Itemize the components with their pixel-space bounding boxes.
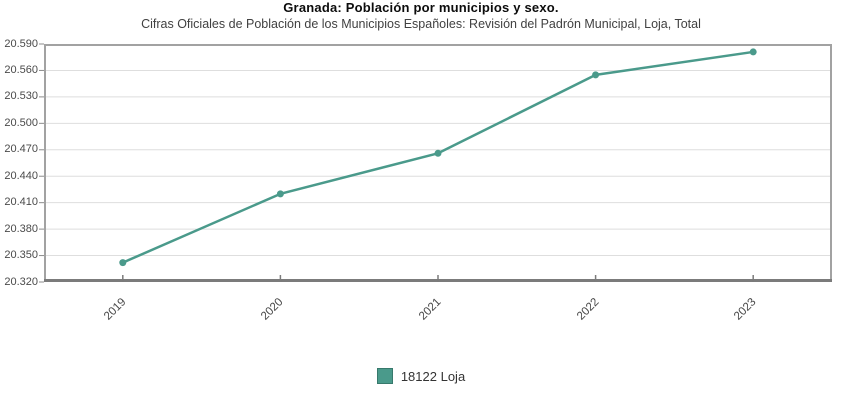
legend-swatch — [376, 368, 393, 384]
data-point-2019 — [119, 259, 127, 267]
data-point-2023 — [749, 48, 757, 56]
y-tick-label: 20.350 — [4, 249, 38, 262]
legend-item-loja[interactable]: 18122 Loja — [376, 368, 466, 384]
data-point-2022 — [592, 71, 600, 79]
y-tick-label: 20.410 — [4, 196, 38, 209]
x-tick-label-2023: 2023 — [732, 296, 759, 323]
line-chart-canvas — [39, 43, 832, 283]
plot-area — [39, 43, 832, 283]
data-point-2020 — [276, 190, 284, 198]
y-tick-label: 20.440 — [4, 169, 38, 182]
y-tick-label: 20.500 — [4, 116, 38, 129]
data-point-2021 — [434, 149, 442, 157]
y-tick-label: 20.380 — [4, 222, 38, 235]
y-tick-label: 20.590 — [4, 37, 38, 50]
y-tick-label: 20.470 — [4, 143, 38, 156]
series-line — [121, 50, 755, 264]
legend: 18122 Loja — [0, 368, 842, 384]
y-tick-label: 20.530 — [4, 90, 38, 103]
y-tick-label: 20.560 — [4, 63, 38, 76]
x-tick-label-2019: 2019 — [101, 296, 129, 323]
y-tick-label: 20.320 — [4, 275, 38, 288]
x-tick-label-2021: 2021 — [416, 296, 444, 323]
chart-subtitle: Cifras Oficiales de Población de los Mun… — [141, 17, 701, 31]
legend-label: 18122 Loja — [400, 368, 466, 384]
x-tick-label-2020: 2020 — [259, 296, 286, 323]
chart-title: Granada: Población por municipios y sexo… — [283, 0, 559, 15]
x-tick-label-2022: 2022 — [574, 296, 602, 323]
